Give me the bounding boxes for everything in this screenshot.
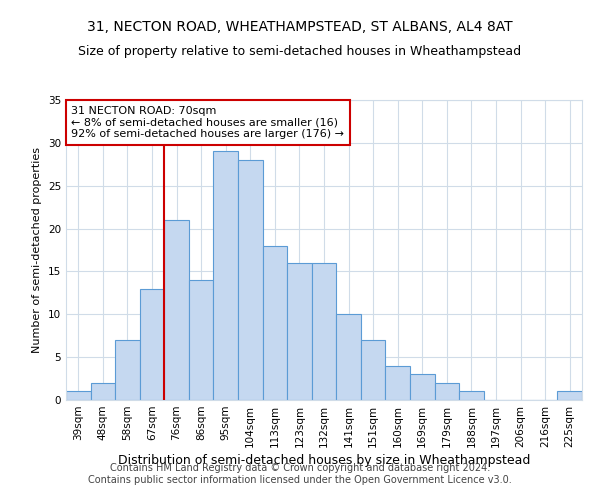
Text: 31, NECTON ROAD, WHEATHAMPSTEAD, ST ALBANS, AL4 8AT: 31, NECTON ROAD, WHEATHAMPSTEAD, ST ALBA…	[87, 20, 513, 34]
Bar	[385, 366, 410, 400]
Text: 31 NECTON ROAD: 70sqm
← 8% of semi-detached houses are smaller (16)
92% of semi-: 31 NECTON ROAD: 70sqm ← 8% of semi-detac…	[71, 106, 344, 139]
Bar	[189, 280, 214, 400]
Text: Size of property relative to semi-detached houses in Wheathampstead: Size of property relative to semi-detach…	[79, 45, 521, 58]
Bar	[336, 314, 361, 400]
Bar	[287, 263, 312, 400]
Bar	[115, 340, 140, 400]
Bar	[434, 383, 459, 400]
Bar	[140, 288, 164, 400]
Bar	[410, 374, 434, 400]
Y-axis label: Number of semi-detached properties: Number of semi-detached properties	[32, 147, 43, 353]
Bar	[91, 383, 115, 400]
Bar	[66, 392, 91, 400]
Bar	[164, 220, 189, 400]
Bar	[214, 152, 238, 400]
Bar	[263, 246, 287, 400]
Bar	[557, 392, 582, 400]
Bar	[238, 160, 263, 400]
X-axis label: Distribution of semi-detached houses by size in Wheathampstead: Distribution of semi-detached houses by …	[118, 454, 530, 467]
Bar	[459, 392, 484, 400]
Bar	[312, 263, 336, 400]
Text: Contains HM Land Registry data © Crown copyright and database right 2024.
Contai: Contains HM Land Registry data © Crown c…	[88, 464, 512, 485]
Bar	[361, 340, 385, 400]
